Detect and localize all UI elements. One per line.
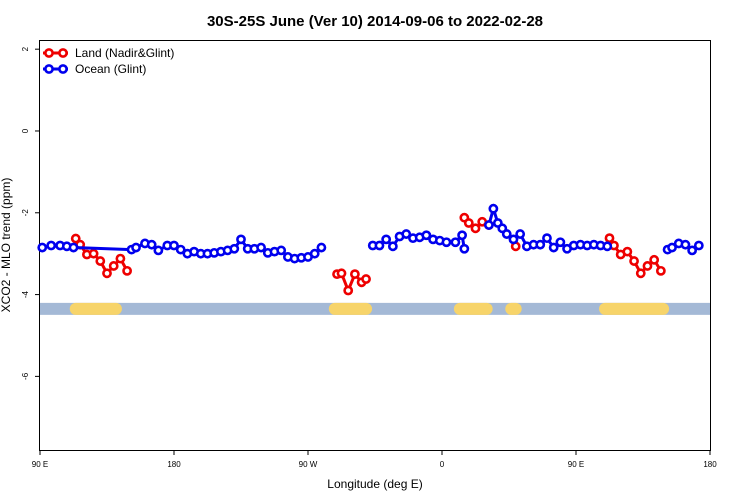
data-point <box>629 256 639 266</box>
data-point <box>680 239 691 250</box>
data-point <box>535 239 546 250</box>
data-point <box>316 242 327 253</box>
data-point <box>548 242 559 253</box>
data-point <box>401 229 412 239</box>
data-point <box>655 265 666 276</box>
x-tick-label: 90 E <box>568 460 584 469</box>
data-point <box>95 256 106 266</box>
data-point <box>459 243 470 254</box>
data-point <box>122 265 132 276</box>
data-point <box>604 233 615 244</box>
y-tick-label: 2 <box>21 46 30 51</box>
data-point <box>88 248 99 259</box>
data-point <box>131 242 141 253</box>
data-point <box>508 234 519 245</box>
legend-label: Ocean (Glint) <box>75 62 146 76</box>
data-point <box>309 248 320 259</box>
series-layer <box>37 203 704 296</box>
data-point <box>515 229 526 239</box>
data-point <box>501 229 512 239</box>
x-tick-label: 180 <box>167 460 181 469</box>
data-point <box>169 240 179 251</box>
legend-marker <box>58 64 68 74</box>
x-tick-label: 180 <box>703 460 717 469</box>
legend-item: Ocean (Glint) <box>43 62 146 76</box>
data-point <box>635 268 646 279</box>
data-point <box>108 261 119 271</box>
data-point <box>542 233 552 244</box>
data-point <box>602 241 613 252</box>
x-tick-label: 90 E <box>32 460 48 469</box>
data-point <box>555 237 566 248</box>
x-tick-label: 0 <box>440 460 445 469</box>
data-point <box>381 234 392 245</box>
data-point <box>70 233 81 244</box>
data-point <box>470 223 481 234</box>
data-point <box>175 244 186 255</box>
legend: Land (Nadir&Glint) Ocean (Glint) <box>43 46 174 76</box>
data-point <box>276 245 287 256</box>
data-point <box>667 242 677 253</box>
data-point <box>336 268 347 279</box>
data-point <box>146 239 157 250</box>
data-point <box>421 230 432 241</box>
data-point <box>488 203 499 214</box>
y-tick-label: -6 <box>21 372 30 380</box>
data-point <box>115 253 126 264</box>
data-point <box>46 240 57 251</box>
legend-item: Land (Nadir&Glint) <box>43 46 174 60</box>
y-axis-label: XCO2 - MLO trend (ppm) <box>0 178 13 313</box>
x-axis: 90 E 180 90 W 0 90 E 180 <box>32 450 717 469</box>
y-tick-label: -2 <box>21 209 30 217</box>
data-point <box>37 242 48 253</box>
legend-label: Land (Nadir&Glint) <box>75 46 174 60</box>
data-point <box>229 243 240 254</box>
data-point <box>343 285 354 296</box>
y-tick-label: 0 <box>21 128 30 133</box>
data-point <box>463 218 474 228</box>
data-point <box>102 268 112 279</box>
data-point <box>622 246 633 257</box>
chart-title: 30S-25S June (Ver 10) 2014-09-06 to 2022… <box>207 13 543 30</box>
data-point <box>374 240 385 251</box>
y-tick-label: -4 <box>21 290 30 298</box>
data-point <box>236 234 246 245</box>
x-tick-label: 90 W <box>299 460 318 469</box>
legend-marker <box>44 48 54 58</box>
series-ocean <box>37 203 704 264</box>
data-point <box>687 245 698 256</box>
data-point <box>483 220 494 230</box>
x-axis-label: Longitude (deg E) <box>327 477 422 491</box>
legend-marker <box>58 48 68 58</box>
data-point <box>649 254 660 265</box>
data-point <box>450 237 461 248</box>
data-point <box>457 230 467 241</box>
data-point <box>256 242 266 253</box>
data-point <box>68 242 79 253</box>
data-point <box>153 245 164 256</box>
data-point <box>349 269 360 280</box>
data-point <box>361 274 371 284</box>
data-point <box>387 241 398 252</box>
data-point <box>642 261 653 271</box>
data-point <box>693 240 704 251</box>
data-point <box>441 237 452 248</box>
y-axis: 2 0 -2 -4 -6 <box>21 46 40 380</box>
legend-marker <box>44 64 54 74</box>
